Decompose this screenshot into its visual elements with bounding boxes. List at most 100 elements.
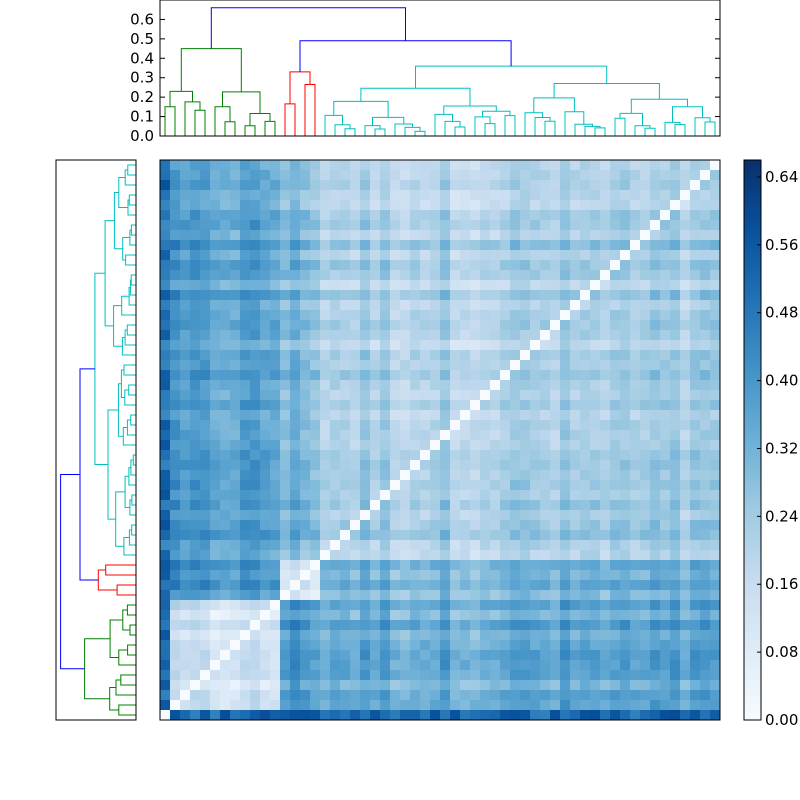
heatmap-cell xyxy=(180,530,191,541)
heatmap-cell xyxy=(280,330,291,341)
heatmap-cell xyxy=(370,710,381,721)
heatmap-cell xyxy=(640,700,651,711)
heatmap-cell xyxy=(550,160,561,171)
heatmap-cell xyxy=(210,210,221,221)
heatmap-cell xyxy=(450,650,461,661)
heatmap-cell xyxy=(710,640,721,651)
heatmap-cell xyxy=(290,360,301,371)
heatmap-cell xyxy=(480,270,491,281)
heatmap-cell xyxy=(290,560,301,571)
heatmap-cell xyxy=(420,520,431,531)
heatmap-cell xyxy=(500,230,511,241)
heatmap-cell xyxy=(470,670,481,681)
colorbar-gradient-step xyxy=(744,428,761,433)
heatmap-cell xyxy=(540,680,551,691)
colorbar-gradient-step xyxy=(744,236,761,241)
dendrogram-link xyxy=(444,120,461,136)
heatmap-cell xyxy=(330,550,341,561)
colorbar-gradient-step xyxy=(744,168,761,173)
heatmap-cell xyxy=(450,640,461,651)
heatmap-cell xyxy=(680,280,691,291)
heatmap-cell xyxy=(640,540,651,551)
heatmap-cell xyxy=(700,590,711,601)
heatmap-cell xyxy=(400,400,411,411)
heatmap-cell xyxy=(360,340,371,351)
heatmap-cell xyxy=(420,210,431,221)
heatmap-cell xyxy=(200,270,211,281)
heatmap-cell xyxy=(390,600,401,611)
heatmap-cell xyxy=(260,400,271,411)
heatmap-cell xyxy=(390,500,401,511)
heatmap-cell xyxy=(240,300,251,311)
heatmap-cell xyxy=(400,620,411,631)
heatmap-cell xyxy=(300,310,311,321)
heatmap-cell xyxy=(260,510,271,521)
heatmap-cell xyxy=(600,440,611,451)
heatmap-cell xyxy=(610,540,621,551)
heatmap-cell xyxy=(370,540,381,551)
heatmap-cell xyxy=(640,440,651,451)
colorbar-gradient-step xyxy=(744,600,761,605)
heatmap-cell xyxy=(530,660,541,671)
heatmap-cell xyxy=(410,510,421,521)
heatmap-cell xyxy=(210,340,221,351)
heatmap-cell xyxy=(550,520,561,531)
heatmap-cell xyxy=(650,640,661,651)
heatmap-cell xyxy=(220,430,231,441)
heatmap-cell xyxy=(540,240,551,251)
heatmap-cell xyxy=(680,520,691,531)
heatmap-cell xyxy=(290,460,301,471)
heatmap-cell xyxy=(430,270,441,281)
heatmap-cell xyxy=(320,210,331,221)
heatmap-cell xyxy=(430,690,441,701)
heatmap-cell xyxy=(210,600,221,611)
heatmap-cell xyxy=(230,230,241,241)
heatmap-cell xyxy=(610,380,621,391)
heatmap-cell xyxy=(560,280,571,291)
heatmap-cell xyxy=(660,580,671,591)
heatmap-cell xyxy=(680,540,691,551)
heatmap-cell xyxy=(390,630,401,641)
heatmap-cell xyxy=(280,160,291,171)
heatmap-cell xyxy=(440,310,451,321)
heatmap-cell xyxy=(590,570,601,581)
heatmap-cell xyxy=(310,310,321,321)
heatmap-cell xyxy=(520,610,531,621)
heatmap-cell xyxy=(230,270,241,281)
heatmap-cell xyxy=(270,300,281,311)
dendrogram-link xyxy=(126,604,136,616)
heatmap-cell xyxy=(330,620,341,631)
heatmap-cell xyxy=(560,660,571,671)
heatmap-cell xyxy=(370,300,381,311)
heatmap-cell xyxy=(440,540,451,551)
heatmap-cell xyxy=(600,290,611,301)
heatmap-cell xyxy=(710,170,721,181)
heatmap-cell xyxy=(190,420,201,431)
heatmap-cell xyxy=(710,420,721,431)
heatmap-cell xyxy=(330,710,341,721)
dendrogram-link xyxy=(129,624,136,636)
heatmap-cell xyxy=(520,520,531,531)
heatmap-cell xyxy=(290,290,301,301)
heatmap-cell xyxy=(550,280,561,291)
heatmap-cell xyxy=(250,660,261,671)
heatmap-cell xyxy=(520,470,531,481)
heatmap-cell xyxy=(440,470,451,481)
heatmap-cell xyxy=(650,680,661,691)
heatmap-cell xyxy=(350,560,361,571)
colorbar-gradient-step xyxy=(744,248,761,253)
heatmap-cell xyxy=(280,490,291,501)
colorbar-gradient-step xyxy=(744,580,761,585)
heatmap-cell xyxy=(440,560,451,571)
heatmap-cell xyxy=(540,370,551,381)
heatmap-cell xyxy=(580,440,591,451)
heatmap-cell xyxy=(640,620,651,631)
heatmap-cell xyxy=(410,680,421,691)
heatmap-cell xyxy=(470,370,481,381)
heatmap-cell xyxy=(310,540,321,551)
heatmap-cell xyxy=(570,450,581,461)
heatmap-cell xyxy=(250,630,261,641)
heatmap-cell xyxy=(580,660,591,671)
heatmap-cell xyxy=(700,240,711,251)
heatmap-cell xyxy=(460,540,471,551)
